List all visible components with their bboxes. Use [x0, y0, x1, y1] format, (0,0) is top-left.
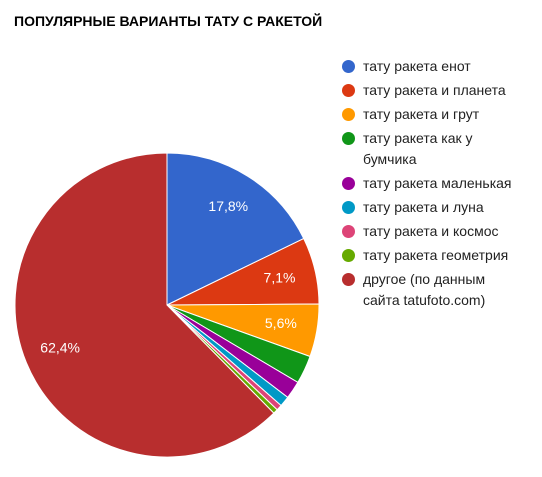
legend-swatch: [342, 108, 355, 121]
slice-label: 17,8%: [208, 198, 248, 214]
slice-label: 7,1%: [264, 269, 296, 285]
legend-label: тату ракета и космос: [363, 223, 499, 239]
legend-label: тату ракета маленькая: [363, 175, 512, 191]
legend-swatch: [342, 249, 355, 262]
legend-label: тату ракета и луна: [363, 199, 484, 215]
legend-swatch: [342, 177, 355, 190]
slice-label: 5,6%: [265, 315, 297, 331]
legend-item: тату ракета и космос: [342, 221, 512, 242]
legend-item: тату ракета и грут: [342, 104, 512, 125]
legend-label: тату ракета енот: [363, 58, 471, 74]
slice-label: 62,4%: [40, 340, 80, 356]
legend-item: тату ракета и планета: [342, 80, 512, 101]
legend-swatch: [342, 201, 355, 214]
legend-label: тату ракета как у бумчика: [363, 130, 473, 167]
legend-label: тату ракета и грут: [363, 106, 480, 122]
pie-slice: [166, 152, 305, 306]
legend-label: тату ракета и планета: [363, 82, 506, 98]
legend-swatch: [342, 132, 355, 145]
legend-swatch: [342, 273, 355, 286]
legend-item: тату ракета и луна: [342, 197, 512, 218]
legend-item: другое (по данным сайта tatufoto.com): [342, 269, 512, 311]
legend-label: другое (по данным сайта tatufoto.com): [363, 271, 486, 308]
legend-swatch: [342, 60, 355, 73]
legend-label: тату ракета геометрия: [363, 247, 509, 263]
legend-swatch: [342, 225, 355, 238]
legend-item: тату ракета геометрия: [342, 245, 512, 266]
legend-swatch: [342, 84, 355, 97]
legend: тату ракета енот тату ракета и планета тат…: [342, 56, 512, 314]
chart-title: ПОПУЛЯРНЫЕ ВАРИАНТЫ ТАТУ С РАКЕТОЙ: [14, 12, 322, 29]
legend-item: тату ракета енот: [342, 56, 512, 77]
legend-item: тату ракета как у бумчика: [342, 128, 512, 170]
legend-item: тату ракета маленькая: [342, 173, 512, 194]
pie-slice: [14, 152, 275, 458]
